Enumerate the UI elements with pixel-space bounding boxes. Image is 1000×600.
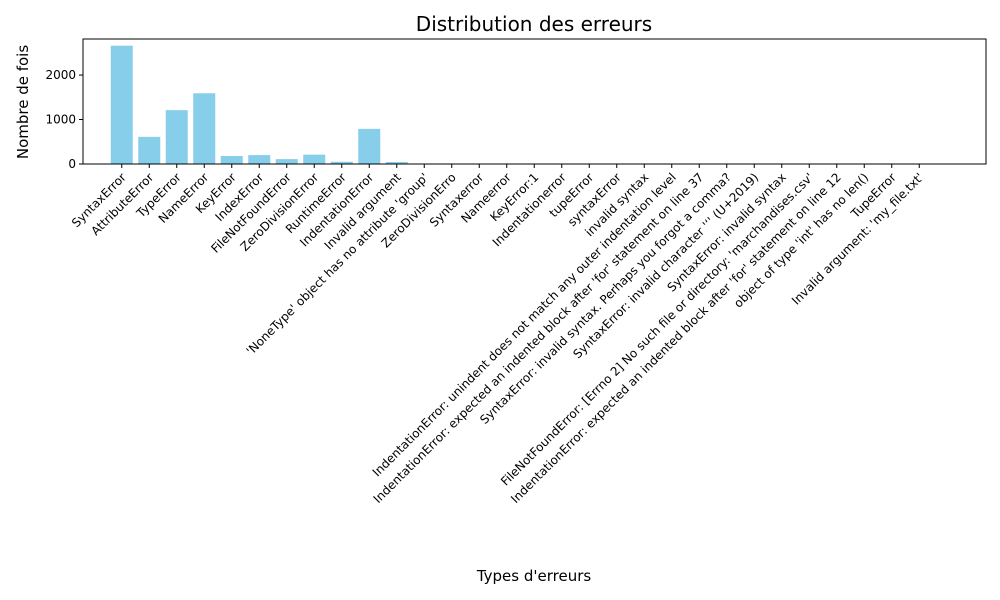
x-axis-title: Types d'erreurs xyxy=(476,567,592,585)
bar xyxy=(110,45,133,164)
bar xyxy=(248,155,271,164)
bar xyxy=(303,154,326,164)
y-axis-title: Nombre de fois xyxy=(14,45,32,160)
bar xyxy=(330,161,353,164)
bar xyxy=(220,155,243,164)
bars-layer xyxy=(110,45,931,164)
bar xyxy=(138,136,161,164)
bar xyxy=(358,128,381,164)
y-axis: 0 1000 2000 xyxy=(45,68,83,171)
y-tick-label: 1000 xyxy=(45,113,76,127)
x-axis: SyntaxErrorAttributeErrorTypeErrorNameEr… xyxy=(69,164,926,506)
bar xyxy=(165,110,188,164)
plot-frame xyxy=(82,38,987,165)
y-tick-label: 0 xyxy=(68,157,76,171)
bar xyxy=(193,93,216,164)
chart-title: Distribution des erreurs xyxy=(416,12,652,36)
bar xyxy=(275,159,298,164)
y-tick-label: 2000 xyxy=(45,68,76,82)
bar xyxy=(385,162,408,164)
